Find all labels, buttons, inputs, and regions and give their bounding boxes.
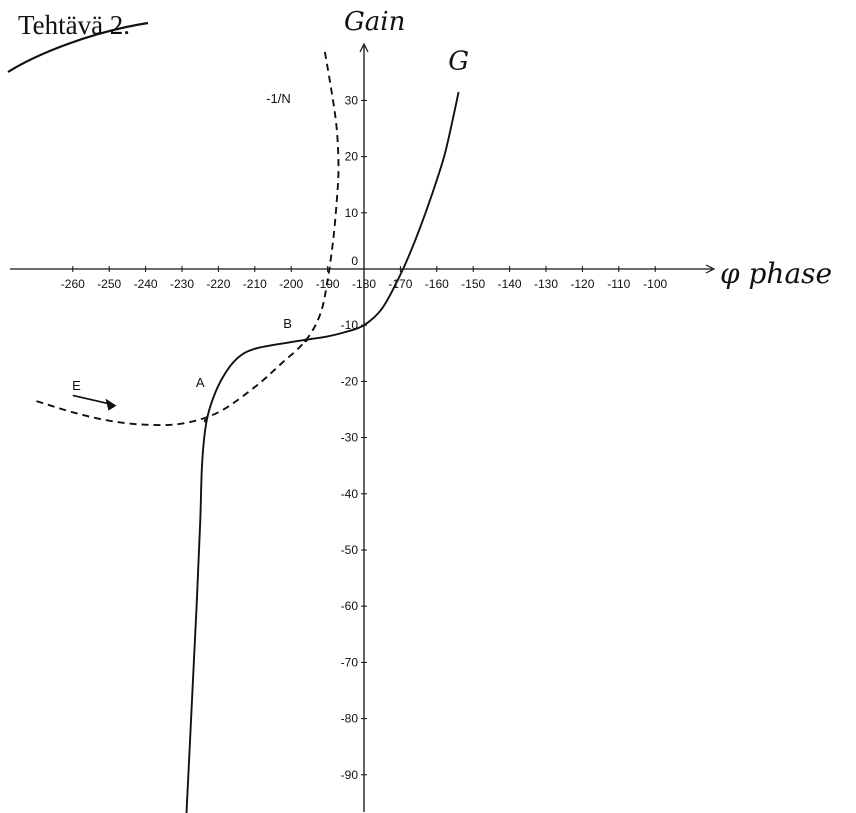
x-tick-label: -130 <box>534 277 558 291</box>
y-tick-label: -90 <box>341 768 359 782</box>
series-line-g <box>185 91 460 813</box>
y-tick-label: -20 <box>341 374 359 388</box>
x-tick-label: -180 <box>352 277 376 291</box>
y-tick-label: -30 <box>341 431 359 445</box>
x-tick-label: -260 <box>61 277 85 291</box>
annotations: A B -1/N E G <box>72 46 469 411</box>
axes <box>10 42 716 812</box>
x-tick-label: -120 <box>570 277 594 291</box>
x-tick-label: -230 <box>170 277 194 291</box>
x-axis-label: φ phase <box>720 257 832 290</box>
x-tick-label: -220 <box>206 277 230 291</box>
series-line-1n <box>36 46 340 427</box>
title-strike-stroke <box>7 21 149 73</box>
y-axis-label: Gain <box>344 7 405 37</box>
x-tick-label: -100 <box>643 277 667 291</box>
arrow-e-head <box>105 398 117 411</box>
y-tick-label: 10 <box>345 206 359 220</box>
arrow-e-shaft <box>72 394 111 405</box>
tick-marks: -260 -250 -240 -230 -220 -210 -200 -190 -180 -170… <box>61 93 668 781</box>
y-tick-label: -80 <box>341 712 359 726</box>
annotation-label: -1/N <box>266 91 291 106</box>
intersection-a <box>203 418 208 423</box>
x-tick-label: -140 <box>498 277 522 291</box>
x-tick-label: -170 <box>388 277 412 291</box>
page-title: Tehtävä 2. <box>18 10 131 40</box>
x-axis-arrow <box>705 264 716 274</box>
x-tick-label: -150 <box>461 277 485 291</box>
x-tick-label: -240 <box>134 277 158 291</box>
y-tick-label: 0 <box>351 254 358 268</box>
annotation-label: B <box>283 316 292 331</box>
intersection-b <box>303 338 308 343</box>
annotation-label: E <box>72 378 81 393</box>
y-axis-arrow <box>359 42 369 53</box>
x-tick-label: -110 <box>607 277 630 291</box>
y-tick-label: -60 <box>341 599 359 613</box>
x-tick-label: -160 <box>425 277 449 291</box>
series-layer <box>36 46 460 813</box>
x-tick-label: -210 <box>243 277 267 291</box>
y-tick-label: 30 <box>345 93 359 107</box>
y-tick-label: -50 <box>341 543 359 557</box>
series-label-g: G <box>448 46 469 76</box>
annotation-label: A <box>196 375 205 390</box>
y-tick-label: 20 <box>345 150 359 164</box>
y-tick-label: -40 <box>341 487 359 501</box>
x-tick-label: -200 <box>279 277 303 291</box>
y-tick-label: -70 <box>341 655 359 669</box>
x-tick-label: -250 <box>97 277 121 291</box>
